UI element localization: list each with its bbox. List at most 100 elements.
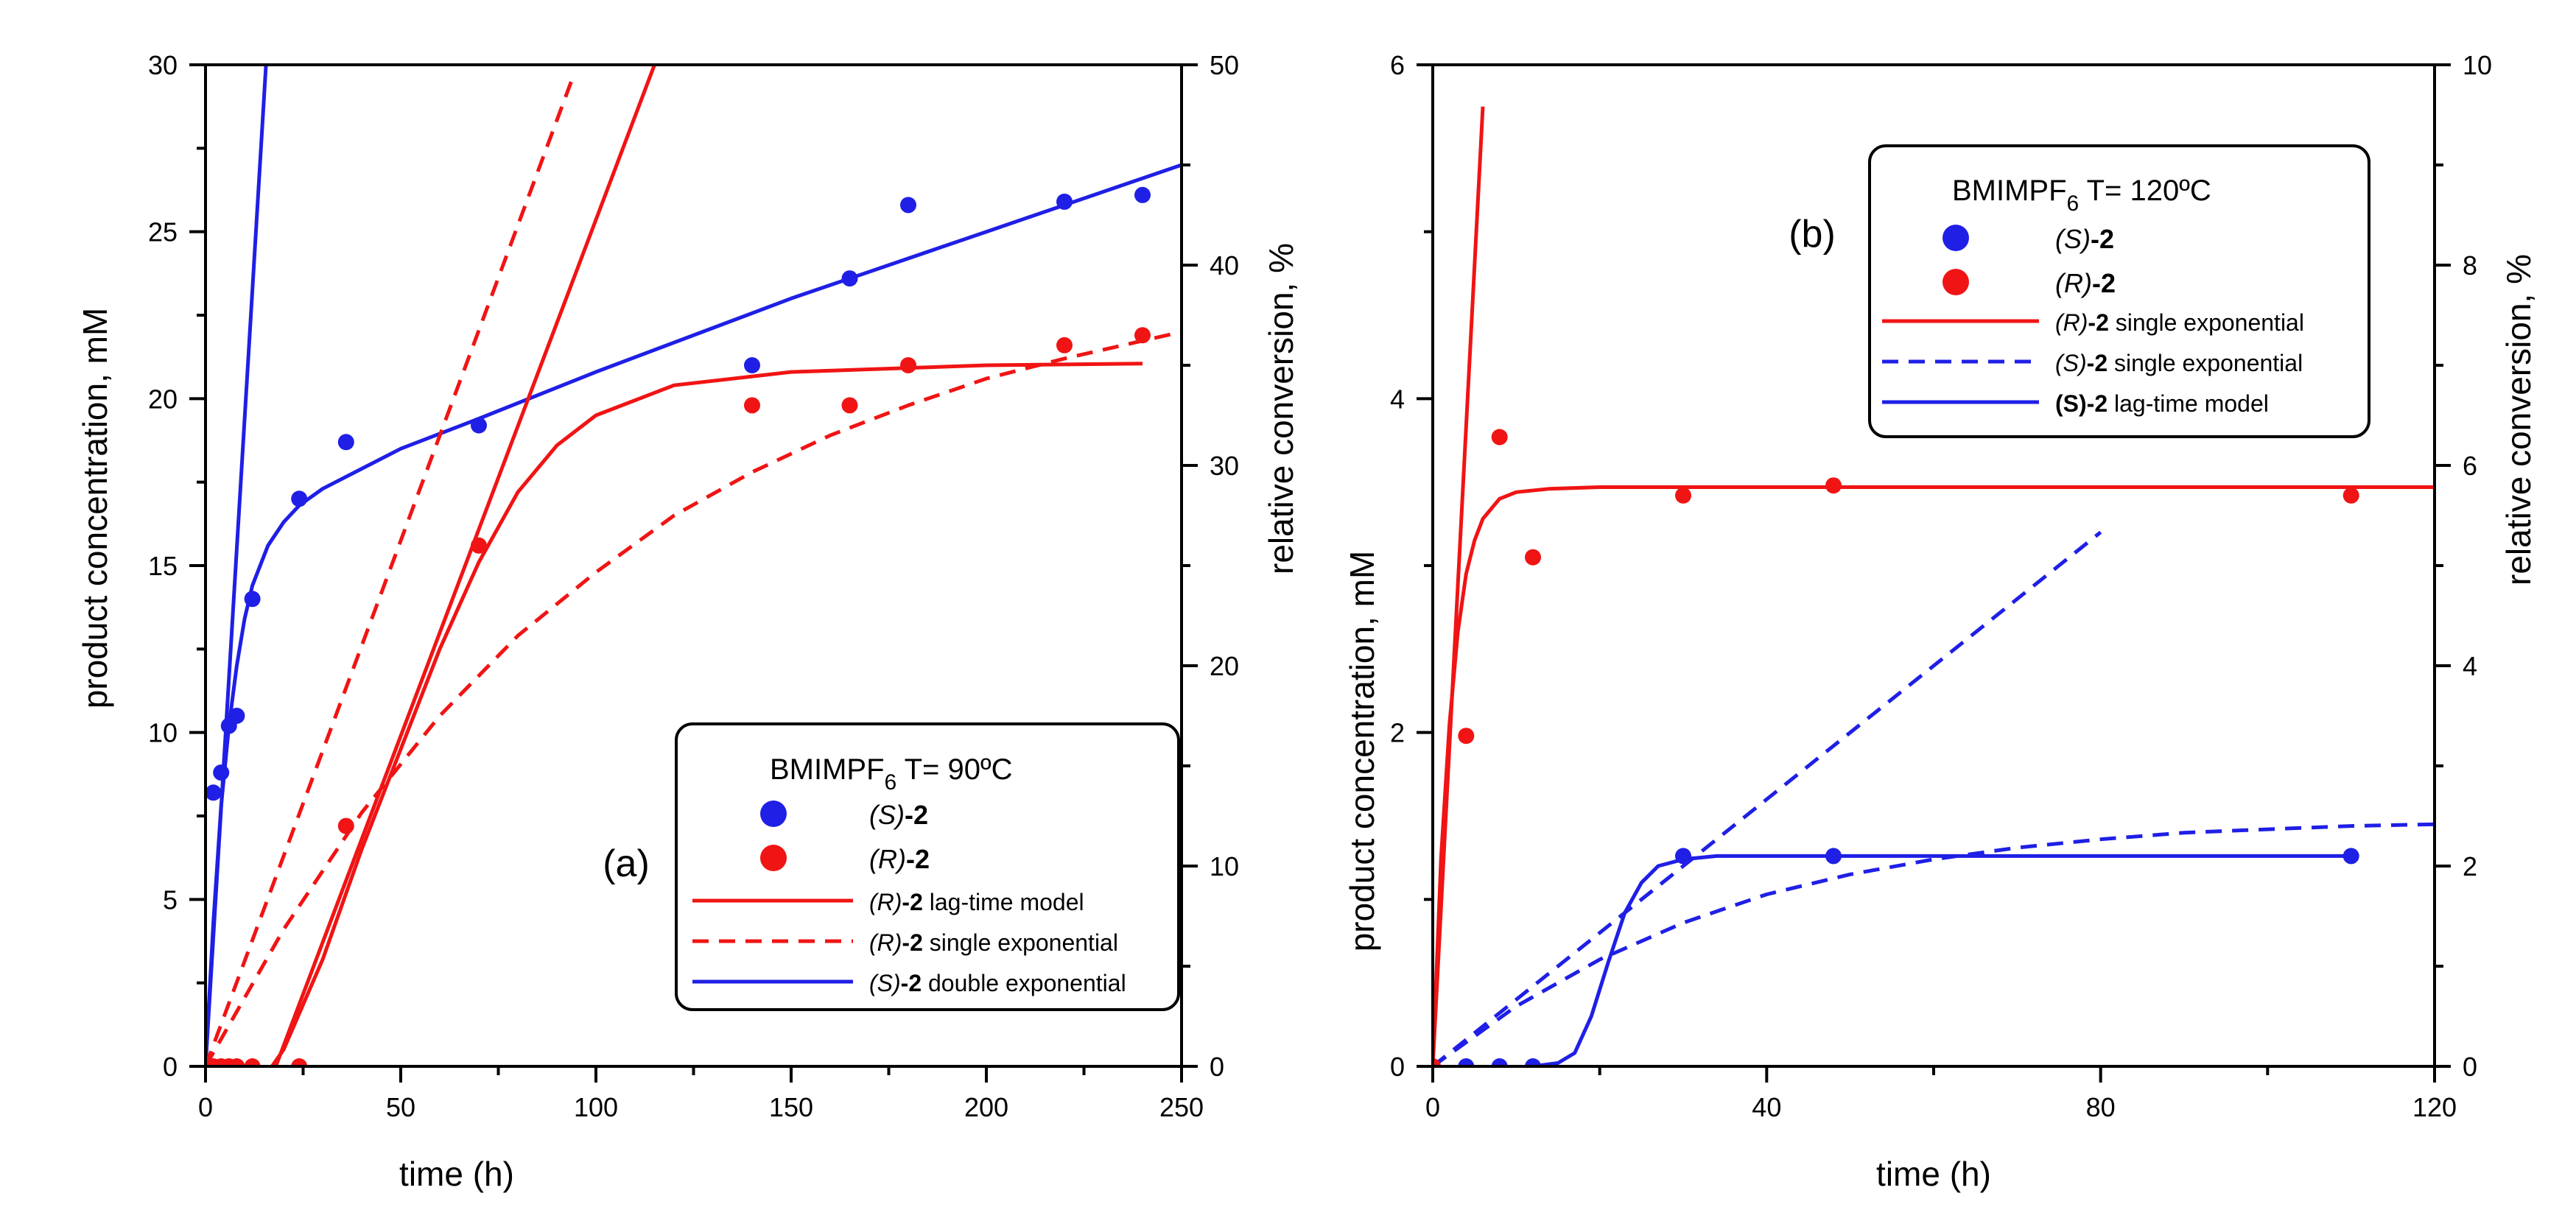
data-point-r2: [471, 537, 487, 554]
legend-item-r2-single-exponential: (R)-2 single exponential: [692, 929, 1118, 956]
data-point-s2: [841, 270, 858, 287]
panel-b-x-axis-label: time (h): [1876, 1155, 1991, 1193]
y-tick-label: 25: [148, 217, 178, 247]
data-point-r2: [1525, 549, 1541, 566]
data-point-s2: [900, 197, 916, 214]
legend-label: (S)-2 lag-time model: [2055, 390, 2269, 417]
y-tick-label: 10: [148, 718, 178, 748]
legend-marker-s2: [1942, 225, 1969, 251]
y2-tick-label: 50: [1210, 50, 1239, 80]
panel-a: product concentration, mM relative conve…: [76, 50, 1300, 1193]
series-line-3: [1433, 530, 2102, 1066]
legend-item-s2-marker: (S)-2: [760, 800, 928, 830]
panel-a-legend-title: BMIMPF6 T= 90ºC: [770, 753, 1013, 795]
y2-tick-label: 8: [2463, 250, 2477, 281]
panel-b: product concentration, mM relative conve…: [1343, 50, 2538, 1193]
data-point-s2: [1458, 1058, 1475, 1066]
x-tick-label: 100: [574, 1092, 618, 1122]
x-tick-label: 40: [1752, 1092, 1781, 1122]
data-point-s2: [1134, 186, 1151, 203]
legend-marker-r2: [1942, 269, 1969, 295]
data-point-r2: [900, 357, 916, 373]
series-line-1: [206, 65, 268, 1066]
panel-a-legend-items: (S)-2 (R)-2 (R)-2 lag-time model (R)-2 s…: [692, 800, 1126, 996]
data-point-r2: [1675, 487, 1691, 504]
panel-b-series: [1433, 106, 2435, 1066]
data-point-s2: [213, 764, 230, 781]
y-tick-label: 0: [163, 1052, 178, 1082]
panel-b-legend: BMIMPF6 T= 120ºC (S)-2 (R)-2 (R)-2 singl…: [1868, 144, 2370, 438]
legend-label: (R)-2 single exponential: [2055, 309, 2304, 336]
y2-tick-label: 0: [1210, 1052, 1224, 1082]
panel-b-legend-title: BMIMPF6 T= 120ºC: [1952, 175, 2211, 216]
legend-item-r2-lag-time-model: (R)-2 lag-time model: [692, 889, 1084, 915]
y2-tick-label: 4: [2463, 651, 2477, 681]
data-point-s2: [228, 708, 245, 724]
legend-marker-r2: [760, 845, 787, 871]
series-line-0: [1433, 485, 2435, 1066]
series-line-2: [270, 362, 1143, 1066]
x-tick-label: 0: [198, 1092, 213, 1122]
legend-label: (S)-2 double exponential: [869, 970, 1126, 996]
panel-a-legend: BMIMPF6 T= 90ºC (S)-2 (R)-2 (R)-2 lag-ti…: [675, 722, 1180, 1011]
y-tick-label: 30: [148, 50, 178, 80]
legend-item-s2-double-exponential: (S)-2 double exponential: [692, 970, 1126, 996]
data-point-r2: [1458, 728, 1475, 745]
series-line-5: [206, 77, 575, 1066]
series-line-0: [206, 163, 1182, 1066]
legend-item-r2-marker: (R)-2: [760, 844, 930, 874]
series-line-2: [1433, 822, 2435, 1066]
panel-b-y2-axis-label: relative conversion, %: [2499, 254, 2538, 585]
panel-a-legend-box: [675, 722, 1180, 1011]
data-point-r2: [744, 397, 760, 414]
legend-marker-s2: [760, 800, 787, 827]
data-point-s2: [1675, 848, 1691, 865]
panel-a-panel-label: (a): [603, 842, 650, 885]
panel-b-panel-label: (b): [1789, 213, 1836, 256]
data-point-s2: [2342, 848, 2359, 865]
y-tick-label: 4: [1390, 384, 1405, 414]
data-point-s2: [744, 357, 760, 373]
panel-b-y-axis-label: product concentration, mM: [1343, 551, 1381, 952]
y-tick-label: 5: [163, 884, 178, 915]
y2-tick-label: 20: [1210, 651, 1239, 681]
x-tick-label: 120: [2412, 1092, 2457, 1122]
legend-item-s2-marker: (S)-2: [1942, 224, 2114, 254]
legend-item-r2-single-exponential: (R)-2 single exponential: [1882, 309, 2304, 336]
panel-a-plot-frame: [204, 63, 1183, 1068]
y-tick-label: 15: [148, 551, 178, 581]
data-point-r2: [841, 397, 858, 414]
y-tick-label: 0: [1390, 1052, 1405, 1082]
data-point-r2: [1134, 327, 1151, 344]
panel-a-x-axis-label: time (h): [399, 1155, 514, 1193]
data-point-s2: [1491, 1058, 1508, 1066]
panel-b-legend-items: (S)-2 (R)-2 (R)-2 single exponential (S)…: [1882, 224, 2304, 417]
data-point-s2: [337, 434, 354, 451]
data-point-s2: [291, 490, 308, 507]
legend-label: (S)-2: [869, 800, 928, 830]
data-point-r2: [337, 817, 354, 834]
data-point-r2: [291, 1058, 308, 1066]
data-point-r2: [228, 1058, 245, 1066]
y-tick-label: 6: [1390, 50, 1405, 80]
panel-a-series: [206, 65, 1182, 1066]
series-line-1: [1433, 106, 1485, 1066]
y2-tick-label: 2: [2463, 851, 2477, 882]
y-tick-label: 2: [1390, 718, 1405, 748]
panel-b-plot-frame: [1431, 63, 2436, 1068]
y2-tick-label: 0: [2463, 1052, 2477, 1082]
legend-item-s2-lag-time-model: (S)-2 lag-time model: [1882, 390, 2269, 417]
data-point-r2: [1433, 1058, 1441, 1066]
x-tick-label: 200: [964, 1092, 1008, 1122]
y2-tick-label: 10: [1210, 851, 1239, 882]
data-point-s2: [206, 784, 222, 801]
legend-label: (R)-2: [2055, 268, 2116, 298]
legend-label: (S)-2: [2055, 224, 2114, 254]
data-point-r2: [1491, 429, 1508, 446]
panel-b-legend-box: [1868, 144, 2370, 438]
data-point-s2: [1056, 193, 1073, 210]
data-point-s2: [471, 417, 487, 434]
data-point-r2: [1825, 477, 1842, 494]
